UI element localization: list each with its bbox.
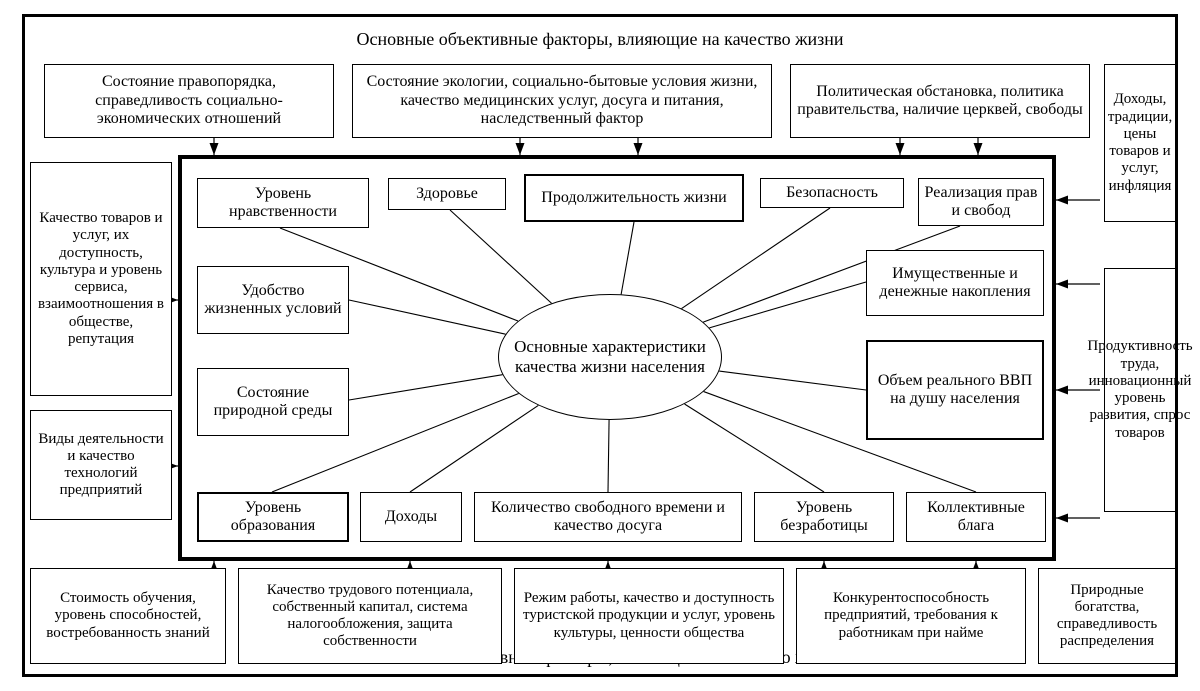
right-factor-0: Доходы, традиции, цены товаров и услуг, … (1104, 64, 1176, 222)
diagram-stage: Основные объективные факторы, влияющие н… (0, 0, 1200, 691)
right-factor-1: Продуктивность труда, инновационный уров… (1104, 268, 1176, 512)
node-unemployment: Уровень безработицы (754, 492, 894, 542)
node-life_expectancy: Продолжительность жизни (524, 174, 744, 222)
title-top: Основные объективные факторы, влияющие н… (320, 26, 880, 52)
node-education: Уровень образования (197, 492, 349, 542)
bottom-factor-3: Конкурентоспособность предприятий, требо… (796, 568, 1026, 664)
node-income: Доходы (360, 492, 462, 542)
bottom-factor-2: Режим работы, качество и доступность тур… (514, 568, 784, 664)
bottom-factor-4: Природные богатства, справедливость расп… (1038, 568, 1176, 664)
left-factor-1: Виды деятельности и качество технологий … (30, 410, 172, 520)
node-health: Здоровье (388, 178, 506, 210)
top-factor-0: Состояние правопорядка, справедливость с… (44, 64, 334, 138)
node-savings: Имущественные и денежные накопления (866, 250, 1044, 316)
bottom-factor-0: Стоимость обучения, уровень способностей… (30, 568, 226, 664)
node-safety: Безопасность (760, 178, 904, 208)
node-rights: Реализация прав и свобод (918, 178, 1044, 226)
node-living_cond: Удобство жизненных условий (197, 266, 349, 334)
center-ellipse: Основные характеристики качества жизни н… (498, 294, 722, 420)
left-factor-0: Качество товаров и услуг, их доступность… (30, 162, 172, 396)
node-environment: Состояние природной среды (197, 368, 349, 436)
node-collective: Коллективные блага (906, 492, 1046, 542)
top-factor-2: Политическая обстановка, политика правит… (790, 64, 1090, 138)
bottom-factor-1: Качество трудового потенциала, собственн… (238, 568, 502, 664)
node-morality: Уровень нравственности (197, 178, 369, 228)
top-factor-1: Состояние экологии, социально-бытовые ус… (352, 64, 772, 138)
node-gdp: Объем реального ВВП на душу населения (866, 340, 1044, 440)
node-leisure: Количество свободного времени и качество… (474, 492, 742, 542)
